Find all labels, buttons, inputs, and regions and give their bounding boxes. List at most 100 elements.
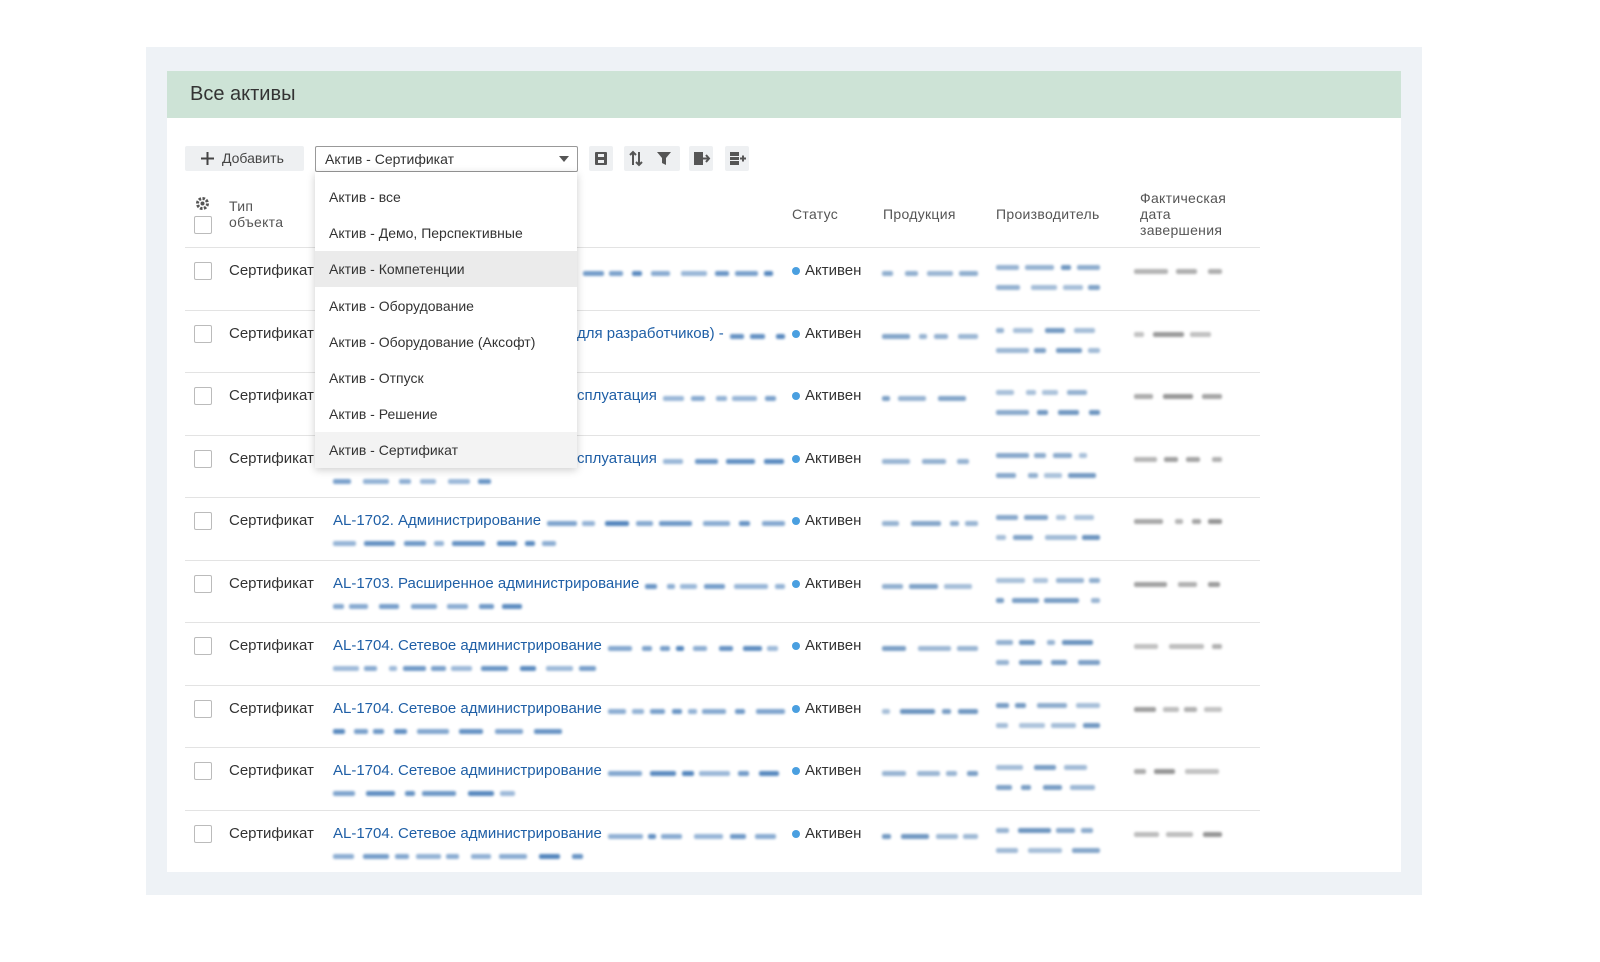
filter-select-value: Актив - Сертификат [325, 151, 455, 167]
redacted-text [1058, 410, 1079, 415]
redacted-text [662, 396, 684, 401]
redacted-text [996, 785, 1012, 790]
redacted-text [693, 833, 723, 839]
object-type: Сертификат [229, 262, 314, 279]
status-dot [792, 454, 800, 463]
asset-name-link[interactable]: для разработчиков) - [577, 324, 724, 342]
redacted-text [1037, 702, 1067, 708]
redacted-text [737, 771, 749, 776]
redacted-text [416, 853, 441, 859]
dropdown-option-label: Актив - Решение [329, 406, 438, 423]
redacted-text [364, 666, 377, 671]
redacted-text [1208, 269, 1222, 274]
row-checkbox[interactable] [194, 637, 212, 655]
filter-select[interactable]: Актив - Сертификат [315, 146, 578, 172]
redacted-text [758, 771, 779, 776]
dropdown-option[interactable]: Актив - Решение [315, 396, 577, 432]
row-checkbox[interactable] [194, 324, 212, 343]
redacted-text [1044, 597, 1079, 603]
object-type: Сертификат [229, 324, 314, 342]
asset-name-link[interactable]: AL-1704. Сетевое администрирование [333, 824, 602, 842]
status-dot [792, 704, 800, 713]
status: Активен [805, 824, 862, 842]
redacted-text [996, 265, 1019, 270]
redacted-text [662, 458, 683, 464]
redacted-text [1208, 581, 1220, 587]
export-button[interactable] [689, 146, 713, 171]
sort-filter-button[interactable] [624, 146, 680, 171]
redacted-text [1053, 452, 1072, 458]
row-checkbox[interactable] [194, 574, 212, 593]
dropdown-option[interactable]: Актив - Отпуск [315, 360, 577, 396]
row-checkbox[interactable] [194, 387, 212, 405]
select-all-checkbox[interactable] [194, 216, 212, 234]
columns-button[interactable] [725, 146, 749, 171]
settings-icon[interactable] [195, 196, 210, 211]
status: Активен [805, 762, 862, 779]
asset-name-link[interactable]: AL-1704. Сетевое администрирование [333, 762, 602, 779]
asset-name-link[interactable]: сплуатация [577, 449, 657, 467]
redacted-text [1034, 347, 1046, 353]
add-button[interactable]: Добавить [185, 146, 304, 171]
dropdown-option[interactable]: Актив - все [315, 179, 577, 215]
row-checkbox[interactable] [194, 824, 212, 843]
asset-name-link[interactable]: AL-1704. Сетевое администрирование [333, 699, 602, 717]
redacted-text [996, 347, 1029, 353]
redacted-text [905, 271, 918, 276]
redacted-text [882, 708, 890, 714]
status-dot [792, 329, 800, 338]
column-header: Производитель [996, 206, 1100, 222]
redacted-text [996, 285, 1020, 290]
row-separator [185, 372, 1260, 373]
redacted-text [1074, 515, 1094, 520]
dropdown-option[interactable]: Актив - Демо, Перспективные [315, 215, 577, 251]
dropdown-option-label: Актив - Оборудование (Аксофт) [329, 333, 536, 350]
status-dot [792, 392, 800, 400]
redacted-text [546, 666, 573, 671]
redacted-text [1178, 581, 1197, 587]
row-checkbox[interactable] [194, 699, 212, 718]
redacted-text [882, 583, 903, 589]
redacted-text [942, 708, 951, 714]
redacted-text [1134, 581, 1167, 587]
redacted-text [583, 271, 604, 276]
redacted-text [1079, 452, 1087, 458]
redacted-text [704, 583, 726, 589]
row-separator [185, 247, 1260, 248]
row-separator [185, 622, 1260, 623]
redacted-text [452, 541, 485, 546]
redacted-text [1067, 390, 1087, 395]
asset-name-link[interactable]: AL-1702. Администрирование [333, 512, 542, 529]
redacted-text [394, 728, 407, 734]
row-checkbox[interactable] [194, 262, 212, 280]
redacted-text [1082, 535, 1100, 540]
redacted-text [448, 478, 470, 484]
redacted-text [1088, 285, 1100, 290]
object-type: Сертификат [229, 824, 314, 842]
asset-name-link[interactable]: AL-1703. Расширенное администрирование [333, 574, 640, 592]
redacted-text [681, 771, 694, 776]
row-checkbox[interactable] [194, 512, 212, 530]
redacted-text [481, 666, 508, 671]
save-button[interactable] [589, 146, 613, 171]
redacted-text [766, 646, 778, 651]
redacted-text [660, 833, 682, 839]
asset-name-link[interactable]: сплуатация [577, 387, 657, 404]
asset-name-link[interactable]: AL-1704. Сетевое администрирование [333, 637, 602, 654]
redacted-text [1045, 327, 1065, 333]
row-separator [185, 309, 1260, 311]
row-checkbox[interactable] [194, 762, 212, 780]
dropdown-option[interactable]: Актив - Компетенции [315, 251, 577, 288]
redacted-text [651, 271, 670, 276]
dropdown-option[interactable]: Актив - Сертификат [315, 432, 577, 469]
status: Активен [805, 637, 862, 654]
status: Активен [805, 574, 862, 592]
row-checkbox[interactable] [194, 449, 212, 468]
redacted-text [692, 646, 707, 651]
redacted-text [525, 541, 535, 546]
dropdown-option[interactable]: Актив - Оборудование [315, 288, 577, 324]
redacted-text [996, 597, 1004, 603]
redacted-text [1064, 765, 1087, 770]
dropdown-option[interactable]: Актив - Оборудование (Аксофт) [315, 324, 577, 360]
